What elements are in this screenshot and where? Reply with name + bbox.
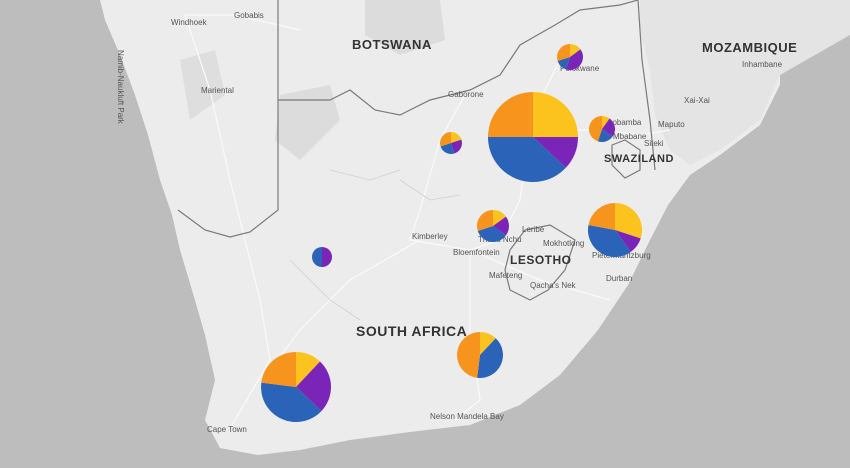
pie-slice[interactable] [615, 230, 641, 252]
pie-chart-layer [260, 44, 642, 423]
pie-slice[interactable] [476, 210, 493, 231]
pie-free-state[interactable] [476, 210, 509, 243]
borders [177, 0, 656, 301]
pie-kwazulu-natal[interactable] [588, 203, 642, 257]
city-label-maputo: Maputo [658, 120, 685, 129]
pie-slice[interactable] [557, 57, 570, 70]
city-label-bloemfontein: Bloemfontein [453, 248, 500, 257]
pie-slice[interactable] [488, 137, 566, 183]
country-label-mozambique: MOZAMBIQUE [702, 40, 797, 55]
pie-slice[interactable] [480, 332, 496, 355]
city-label-mariental: Mariental [201, 86, 234, 95]
pie-slice[interactable] [565, 49, 583, 70]
pie-northern-cape[interactable] [312, 247, 332, 267]
pie-slice[interactable] [589, 116, 602, 142]
pie-slice[interactable] [312, 247, 322, 267]
city-label-namib-park: Namib-Naukluft Park [116, 50, 125, 125]
pie-eastern-cape[interactable] [457, 332, 503, 378]
city-label-leribe: Leribe [522, 225, 545, 234]
country-label-south-africa: SOUTH AFRICA [356, 323, 467, 339]
pie-slice[interactable] [570, 44, 581, 57]
pie-slice[interactable] [261, 352, 296, 387]
city-label-qachas-nek: Qacha's Nek [530, 281, 577, 290]
city-label-polokwane: Polokwane [560, 64, 600, 73]
pie-slice[interactable] [615, 203, 642, 239]
pie-slice[interactable] [451, 132, 462, 143]
city-label-gobabis: Gobabis [234, 11, 264, 20]
pie-slice[interactable] [533, 137, 578, 168]
city-label-kimberley: Kimberley [412, 232, 448, 241]
pie-mpumalanga[interactable] [589, 116, 615, 142]
mozambique-land [640, 0, 850, 165]
city-label-xai-xai: Xai-Xai [684, 96, 710, 105]
terrain-patch [180, 50, 225, 120]
pie-slice[interactable] [440, 132, 451, 147]
pie-slice[interactable] [588, 203, 615, 230]
pie-slice[interactable] [296, 361, 331, 411]
city-label-lobamba: Lobamba [608, 118, 642, 127]
pie-slice[interactable] [477, 338, 503, 378]
country-label-lesotho: LESOTHO [510, 253, 572, 267]
pie-polokwane[interactable] [557, 44, 583, 70]
pie-slice[interactable] [588, 224, 631, 257]
pie-slice[interactable] [602, 118, 615, 137]
pie-slice[interactable] [493, 216, 509, 236]
city-label-windhoek: Windhoek [171, 18, 208, 27]
pie-slice[interactable] [488, 92, 533, 137]
pie-slice[interactable] [597, 129, 613, 142]
pie-gaborone-east[interactable] [440, 132, 462, 154]
pie-slice[interactable] [493, 210, 506, 226]
pie-slice[interactable] [440, 143, 455, 154]
pie-slice[interactable] [477, 226, 506, 243]
country-label-swaziland: SWAZILAND [604, 153, 674, 165]
city-label-durban: Durban [606, 274, 632, 283]
terrain-lines [289, 169, 461, 321]
land [100, 0, 780, 455]
terrain-patch [365, 0, 445, 55]
city-label-cape-town: Cape Town [207, 425, 247, 434]
pie-slice[interactable] [457, 332, 480, 378]
country-label-botswana: BOTSWANA [352, 37, 432, 52]
city-label-mafeteng: Mafeteng [489, 271, 522, 280]
pie-slice[interactable] [602, 116, 610, 129]
city-label-siteki: Siteki [644, 139, 664, 148]
pie-gauteng[interactable] [488, 92, 578, 183]
city-label-gaborone: Gaborone [448, 90, 484, 99]
city-label-mokhotlong: Mokhotlong [543, 239, 584, 248]
pie-slice[interactable] [533, 92, 578, 137]
city-label-mbabane: Mbabane [613, 132, 647, 141]
pie-western-cape[interactable] [260, 352, 331, 423]
city-label-nelson-mandela-bay: Nelson Mandela Bay [430, 412, 504, 421]
pie-slice[interactable] [322, 247, 332, 267]
pie-slice[interactable] [260, 382, 322, 423]
city-label-inhambane: Inhambane [742, 60, 783, 69]
pie-slice[interactable] [451, 139, 462, 154]
terrain-patch [275, 85, 340, 160]
pie-slice[interactable] [296, 352, 320, 387]
pie-slice[interactable] [557, 44, 570, 62]
